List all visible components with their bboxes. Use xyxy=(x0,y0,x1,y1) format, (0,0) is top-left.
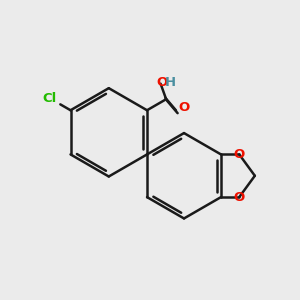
Text: H: H xyxy=(165,76,176,89)
Text: O: O xyxy=(178,101,190,114)
Text: Cl: Cl xyxy=(43,92,57,105)
Text: O: O xyxy=(234,190,245,204)
Text: O: O xyxy=(156,76,167,89)
Text: O: O xyxy=(234,148,245,161)
